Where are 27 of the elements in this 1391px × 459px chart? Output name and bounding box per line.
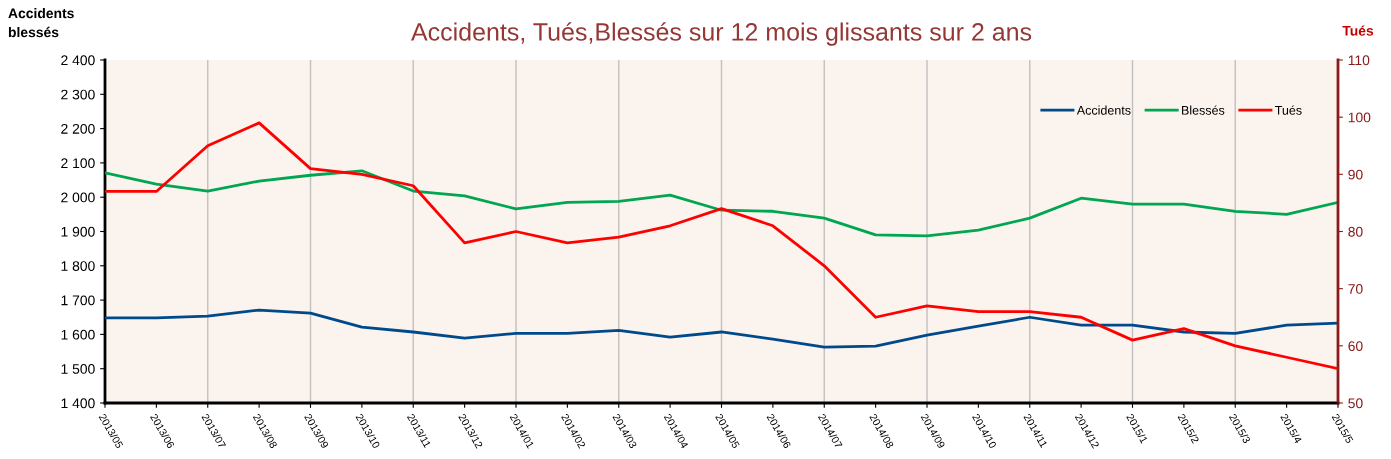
y-tick-label: 1 800	[61, 261, 95, 271]
y2-tick-label: 60	[1348, 341, 1363, 351]
y2-axis-title: Tués	[1342, 25, 1374, 36]
y2-tick-label: 70	[1348, 284, 1363, 294]
legend-label: Tués	[1275, 105, 1302, 115]
y-tick-label: 1 600	[61, 329, 95, 340]
y-tick-label: 2 100	[61, 158, 95, 169]
y-axis-title: Accidents blessés	[8, 8, 74, 38]
y-tick-label: 2 400	[61, 55, 95, 66]
y-tick-label: 2 300	[61, 89, 95, 100]
line-series	[105, 308, 1338, 349]
line-series	[105, 169, 1338, 238]
y2-tick-label: 110	[1348, 55, 1370, 66]
y-tick-label: 1 400	[61, 398, 95, 409]
line-series	[105, 121, 1338, 371]
legend-label: Blessés	[1182, 105, 1225, 115]
y-tick-label: 2 200	[61, 123, 95, 134]
legend-label: Accidents	[1076, 105, 1131, 115]
y-tick-label: 1 500	[61, 364, 95, 374]
y-tick-label: 2 000	[61, 192, 95, 203]
y2-tick-label: 80	[1348, 226, 1363, 237]
y-tick-label: 1 700	[61, 295, 95, 306]
y2-tick-label: 100	[1348, 112, 1371, 123]
chart-title: Accidents, Tués,Blessés sur 12 mois glissants sur 2 ans	[411, 22, 1032, 46]
y2-tick-label: 50	[1348, 398, 1363, 409]
y-tick-label: 1 900	[61, 226, 95, 237]
y2-tick-label: 90	[1348, 169, 1363, 180]
